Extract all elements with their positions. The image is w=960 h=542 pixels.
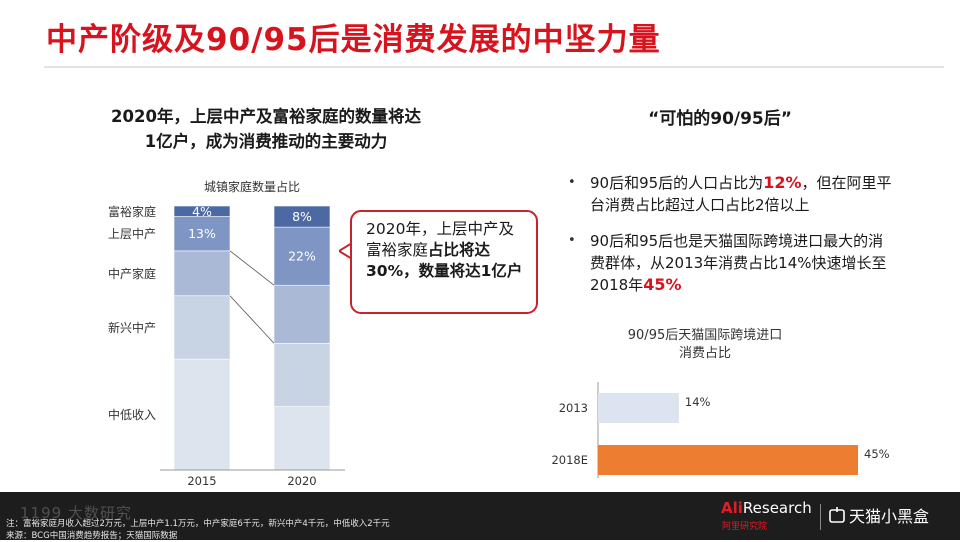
- bullet-1-text-end: ，但在阿里平台消费占比超过人口占比2倍以上: [590, 174, 892, 214]
- title-divider: [44, 66, 944, 68]
- hbar-title-line1: 90/95后天猫国际跨境进口: [627, 328, 783, 343]
- hbar-value-2018E: 45%: [864, 447, 890, 461]
- bullet-item-1: • 90后和95后的人口占比为12%，但在阿里平台消费占比超过人口占比2倍以上: [566, 172, 896, 216]
- hbar-chart-title: 90/95后天猫国际跨境进口 消费占比: [590, 327, 820, 363]
- tmall-logo-text: 天猫小黑盒: [849, 507, 930, 526]
- segment-name-3: 中产家庭: [108, 266, 156, 281]
- left-heading-line1: 2020年，上层中产及富裕家庭的数量将达: [111, 107, 421, 126]
- slide-title: 中产阶级及90/95后是消费发展的中坚力量: [46, 22, 661, 58]
- data-label-2015-4: 13%: [188, 226, 216, 241]
- bullet-2-highlight: 45%: [643, 275, 682, 294]
- footer-notes: 注：富裕家庭月收入超过2万元，上层中产1.1万元，中产家庭6千元，新兴中产4千元…: [6, 518, 390, 542]
- bar-2020-segment-1: [273, 406, 331, 471]
- bullet-2-text: 90后和95后也是天猫国际跨境进口最大的消费群体，从2013年消费占比14%快速…: [590, 232, 887, 294]
- footer-source-line: 来源：BCG中国消费趋势报告；天猫国际数据: [6, 531, 178, 541]
- bullet-item-2: • 90后和95后也是天猫国际跨境进口最大的消费群体，从2013年消费占比14%快…: [566, 230, 896, 296]
- segment-name-4: 上层中产: [108, 226, 156, 241]
- data-label-2015-5: 4%: [192, 204, 212, 219]
- hbar-value-2013: 14%: [685, 395, 711, 409]
- callout-box: 2020年，上层中产及富裕家庭占比将达30%，数量将达1亿户: [350, 210, 538, 314]
- watermark: 1199 大数研究: [20, 504, 132, 522]
- bullet-1-highlight: 12%: [763, 173, 802, 192]
- left-heading: 2020年，上层中产及富裕家庭的数量将达 1亿户，成为消费推动的主要动力: [80, 104, 452, 154]
- aliresearch-logo-prefix: Ali: [721, 499, 743, 517]
- callout-bold-text: 占比将达30%，数量将达1亿户: [366, 241, 523, 280]
- bullet-1-text: 90后和95后的人口占比为: [590, 174, 764, 192]
- stacked-chart-title: 城镇家庭数量占比: [204, 179, 300, 194]
- data-label-2020-4: 22%: [288, 249, 316, 264]
- bar-2015-segment-5: [173, 205, 231, 217]
- aliresearch-logo-suffix: Research: [742, 499, 812, 517]
- segment-name-5: 富裕家庭: [108, 204, 156, 219]
- aliresearch-logo: AliResearch: [721, 501, 812, 516]
- logo-divider: [820, 504, 821, 530]
- callout-text: 2020年，上层中产及富裕家庭: [366, 220, 514, 259]
- bar-2020-segment-5: [273, 205, 331, 228]
- hbar-title-line2: 消费占比: [678, 346, 731, 361]
- tmall-box-icon: [829, 507, 845, 523]
- x-tick-label-2015: 2015: [187, 474, 216, 488]
- right-heading: “可怕的90/95后”: [648, 109, 792, 129]
- segment-name-2: 新兴中产: [108, 320, 156, 335]
- left-heading-line2: 1亿户，成为消费推动的主要动力: [144, 132, 388, 151]
- footer-bar: 1199 大数研究 注：富裕家庭月收入超过2万元，上层中产1.1万元，中产家庭6…: [0, 492, 960, 542]
- data-label-2020-5: 8%: [292, 209, 312, 224]
- bullet-list: • 90后和95后的人口占比为12%，但在阿里平台消费占比超过人口占比2倍以上 •…: [566, 172, 896, 310]
- hbar-category-2013: 2013: [559, 401, 588, 415]
- hbar-2013: [598, 393, 679, 423]
- bar-2015-segment-2: [173, 295, 231, 360]
- bar-2020-segment-2: [273, 342, 331, 407]
- connector-line-2: [229, 295, 275, 344]
- aliresearch-logo-sub: 阿里研究院: [722, 522, 768, 532]
- bar-2020-segment-3: [273, 284, 331, 344]
- bar-2015-segment-3: [173, 250, 231, 297]
- segment-name-1: 中低收入: [108, 407, 156, 422]
- footer-note-line: 注：富裕家庭月收入超过2万元，上层中产1.1万元，中产家庭6千元，新兴中产4千元…: [6, 519, 390, 529]
- hbar-2018E: [598, 445, 858, 475]
- bar-2020-segment-4: [273, 226, 331, 286]
- connector-line-3: [229, 250, 275, 286]
- x-tick-label-2020: 2020: [287, 474, 316, 488]
- bullet-dot-icon: •: [568, 233, 576, 248]
- hbar-category-2018E: 2018E: [551, 453, 588, 467]
- bar-2015-segment-4: [173, 216, 231, 252]
- bullet-dot-icon: •: [568, 175, 576, 190]
